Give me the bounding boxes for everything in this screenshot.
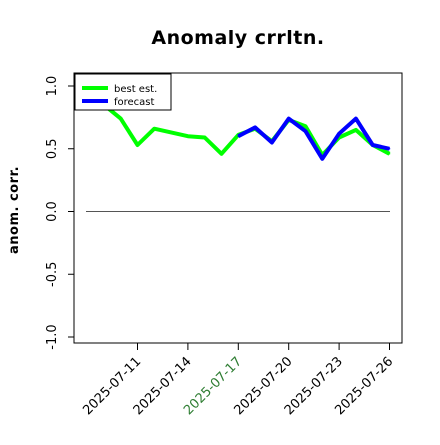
data-point-forecast [321,157,324,160]
y-tick-label: -0.5 [45,262,60,287]
data-point-best-est [388,152,391,155]
data-point-best-est [187,135,189,137]
legend-label-best-est: best est. [114,84,157,95]
y-tick-label: 1.0 [45,76,60,97]
legend: best est. forecast [74,73,172,111]
data-point-best-est [119,117,122,120]
y-axis-label: anom. corr. [7,166,22,254]
chart-title: Anomaly crrltn. [151,27,324,49]
legend-box [74,73,172,111]
series-line-forecast [237,116,390,161]
data-point-best-est [304,125,307,127]
data-point-forecast [254,126,256,129]
data-point-best-est [153,127,156,130]
data-point-forecast [355,117,357,120]
y-tick-label: 0.5 [45,138,60,159]
data-point-forecast [271,141,273,144]
data-point-best-est [355,129,357,131]
data-point-forecast [388,147,391,150]
x-axis: 2025-07-112025-07-142025-07-172025-07-20… [80,343,396,418]
legend-label-forecast: forecast [114,97,155,108]
y-tick-label: -1.0 [45,324,60,349]
data-point-best-est [136,144,139,146]
data-point-forecast [287,117,290,120]
series-layer [102,103,391,161]
y-axis: -1.0 -0.5 0.0 0.5 1.0 [45,76,74,350]
data-point-forecast [304,130,307,132]
data-point-forecast [338,132,340,135]
data-point-forecast [237,135,240,137]
y-tick-label: 0.0 [45,201,60,222]
data-point-best-est [203,136,206,139]
data-point-forecast [371,144,374,146]
data-point-best-est [220,152,223,155]
plot-frame [73,72,403,344]
data-point-best-est [170,131,172,134]
